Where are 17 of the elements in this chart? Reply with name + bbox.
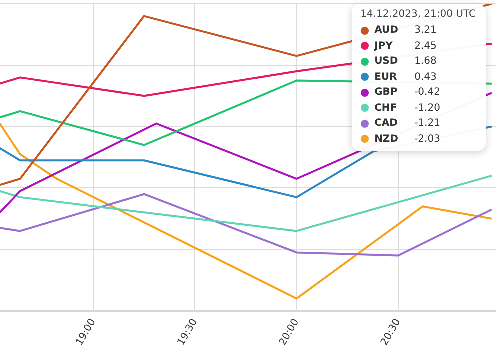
legend-label: GBP xyxy=(374,87,399,98)
annotation: -2.03 xyxy=(414,134,440,145)
legend-label: AUD xyxy=(374,25,400,36)
annotation: 2.45 xyxy=(414,40,437,52)
legend-label: EUR xyxy=(374,72,398,83)
annotation: 1.68 xyxy=(414,56,437,68)
legend-label: USD xyxy=(374,56,400,68)
annotation: -1.20 xyxy=(414,102,440,114)
legend-title: 14.12.2023, 21:00 UTC xyxy=(360,9,476,20)
annotation: -0.42 xyxy=(414,87,440,98)
legend-label: JPY xyxy=(374,40,394,52)
annotation: -1.21 xyxy=(414,118,440,130)
legend-label: CAD xyxy=(374,118,399,130)
legend-label: CHF xyxy=(374,102,398,114)
annotation: 3.21 xyxy=(414,25,437,36)
annotation: 0.43 xyxy=(414,72,437,83)
legend-label: NZD xyxy=(374,134,400,145)
